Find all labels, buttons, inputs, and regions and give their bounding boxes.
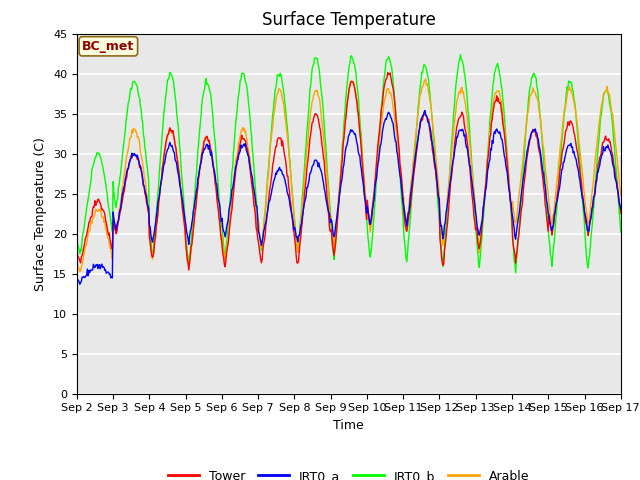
Arable: [84, 235, 92, 241]
IRT0_a: [416, 126, 424, 132]
IRT0_a: [433, 170, 440, 176]
Title: Surface Temperature: Surface Temperature: [262, 11, 436, 29]
Text: BC_met: BC_met: [82, 40, 134, 53]
Line: Tower: Tower: [77, 72, 621, 270]
IRT0_a: [421, 108, 429, 113]
IRT0_a: [73, 276, 81, 282]
Tower: [83, 232, 90, 238]
Tower: [139, 178, 147, 183]
IRT0_a: [76, 281, 84, 287]
IRT0_b: [83, 205, 90, 211]
X-axis label: Time: Time: [333, 419, 364, 432]
Y-axis label: Surface Temperature (C): Surface Temperature (C): [35, 137, 47, 290]
Line: IRT0_a: IRT0_a: [77, 110, 621, 284]
IRT0_b: [617, 229, 625, 235]
Arable: [433, 158, 440, 164]
Arable: [416, 96, 424, 102]
IRT0_b: [415, 99, 422, 105]
IRT0_b: [512, 270, 520, 276]
Arable: [73, 260, 81, 265]
IRT0_a: [195, 174, 202, 180]
IRT0_a: [84, 266, 92, 272]
Arable: [617, 192, 625, 198]
IRT0_a: [617, 206, 625, 212]
IRT0_b: [139, 120, 147, 125]
Tower: [433, 175, 440, 181]
IRT0_a: [223, 221, 231, 227]
Legend: Tower, IRT0_a, IRT0_b, Arable: Tower, IRT0_a, IRT0_b, Arable: [163, 465, 535, 480]
Line: Arable: Arable: [77, 79, 621, 272]
IRT0_b: [431, 153, 438, 158]
Arable: [223, 241, 231, 247]
Arable: [195, 176, 202, 182]
IRT0_a: [140, 181, 147, 187]
Arable: [422, 76, 429, 82]
Arable: [76, 269, 84, 275]
IRT0_b: [456, 52, 464, 58]
Tower: [617, 210, 625, 216]
Arable: [140, 167, 147, 172]
Tower: [417, 122, 424, 128]
Tower: [73, 248, 81, 253]
IRT0_b: [194, 149, 202, 155]
IRT0_b: [73, 235, 81, 240]
Tower: [185, 267, 193, 273]
Tower: [384, 70, 392, 75]
Tower: [223, 245, 231, 251]
Line: IRT0_b: IRT0_b: [77, 55, 621, 273]
Tower: [195, 173, 202, 179]
IRT0_b: [223, 240, 230, 246]
